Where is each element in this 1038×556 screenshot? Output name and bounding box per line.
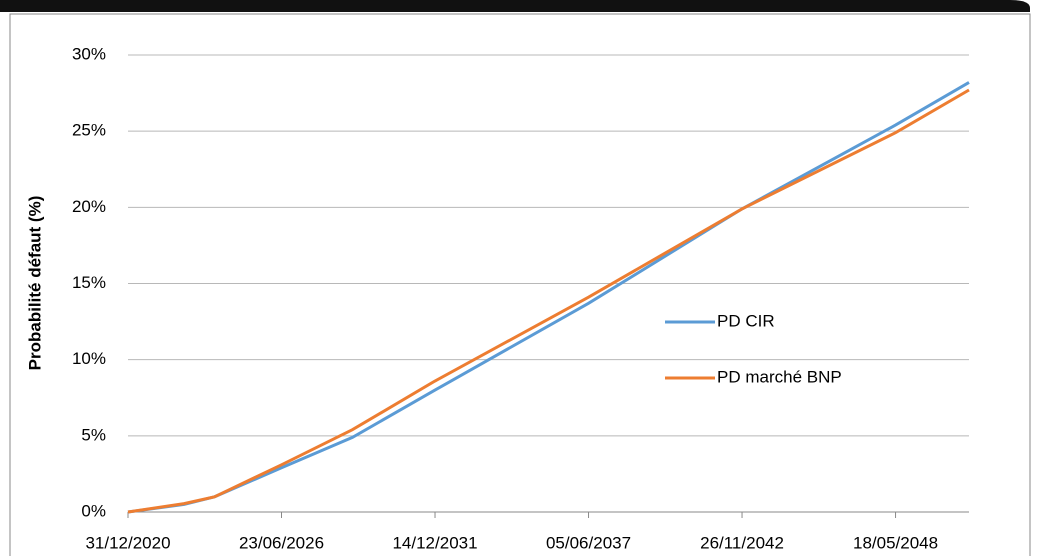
x-tick-label: 23/06/2026: [239, 533, 324, 552]
x-tick-label: 14/12/2031: [392, 533, 477, 552]
legend-label: PD CIR: [717, 311, 775, 330]
y-tick-label: 20%: [72, 197, 106, 216]
y-axis-label: Probabilité défaut (%): [25, 196, 44, 371]
y-tick-label: 0%: [81, 501, 106, 520]
series-line: [127, 88, 970, 514]
x-tick-label: 05/06/2037: [546, 533, 631, 552]
x-tick-label: 18/05/2048: [853, 533, 938, 552]
y-tick-label: 15%: [72, 273, 106, 292]
x-tick-label: 26/11/2042: [700, 533, 784, 552]
window-frame: [0, 0, 1030, 12]
legend-label: PD marché BNP: [717, 367, 842, 386]
y-tick-label: 10%: [72, 349, 106, 368]
y-tick-label: 30%: [72, 44, 106, 63]
x-tick-label: 31/12/2020: [85, 533, 170, 552]
y-tick-label: 25%: [72, 121, 106, 140]
chart-border: [9, 13, 1031, 556]
y-tick-label: 5%: [81, 425, 106, 444]
